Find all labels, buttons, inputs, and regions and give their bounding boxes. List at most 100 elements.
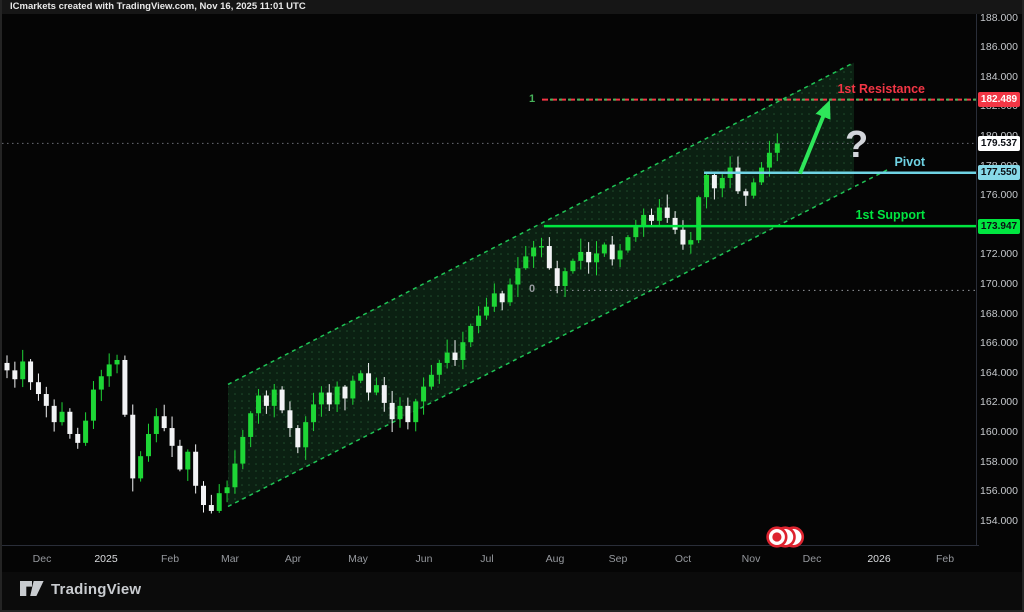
projection-arrow-drawing[interactable] (798, 100, 831, 175)
candle-body (208, 505, 214, 511)
candle-body (20, 361, 26, 380)
candle-body (161, 416, 167, 429)
footer-bar: TradingView (2, 572, 1022, 610)
candle-body (201, 485, 206, 506)
time-axis[interactable]: Dec 2025 Feb Mar Apr May Jun Jul Aug Sep Oct Nov Dec… (2, 545, 979, 572)
candle-body (641, 214, 647, 227)
candle-body (586, 251, 592, 263)
time-tick: 2025 (94, 553, 118, 565)
time-tick: 2026 (867, 553, 891, 565)
candle-body (617, 250, 623, 260)
candle-body (248, 413, 254, 437)
candle-body (507, 284, 513, 303)
candle-body (774, 143, 780, 153)
candle-body (114, 359, 120, 365)
candle-body (554, 268, 560, 286)
price-tag-pivot: 177.550 (978, 165, 1020, 181)
projection-arrow[interactable] (798, 100, 831, 175)
candle-body (138, 456, 144, 479)
candle-body (334, 386, 340, 405)
candle-body (649, 214, 655, 221)
question-mark-annotation[interactable]: ? (845, 124, 868, 166)
price-axis[interactable]: 182.489 177.550 173.947 179.537 188.000 186.0… (976, 14, 1022, 548)
candle-body (28, 361, 34, 383)
candle-body (562, 271, 568, 286)
candle-body (751, 182, 757, 196)
time-tick: Sep (608, 553, 628, 565)
candle-body (428, 374, 434, 387)
candle-body (444, 352, 450, 363)
candle-body (656, 207, 662, 221)
candle-body (711, 174, 717, 189)
candle-body (381, 385, 387, 403)
candle-body (59, 411, 65, 423)
channel-lower-line[interactable] (227, 167, 891, 508)
channel-fill-dots (228, 62, 854, 507)
replay-icon[interactable] (763, 524, 807, 550)
candle-body (145, 433, 151, 457)
candlestick-chart-canvas[interactable]: ? (2, 0, 979, 548)
candle-body (664, 207, 670, 218)
candle-body (523, 256, 529, 269)
chart-title: ICmarkets created with TradingView.com, … (10, 1, 306, 12)
time-tick: Jun (415, 553, 433, 565)
chart-title-bar: ICmarkets created with TradingView.com, … (2, 0, 1022, 14)
candle-body (295, 428, 301, 448)
channel-upper-line[interactable] (227, 61, 855, 386)
candle-body (106, 364, 112, 377)
candle-body (499, 293, 505, 303)
candle-body (735, 167, 741, 192)
candle-body (256, 395, 262, 414)
candle-body (476, 315, 482, 326)
time-tick: Apr (284, 553, 302, 565)
candle-body (719, 177, 725, 189)
price-tick: 170.000 (980, 278, 1018, 290)
price-tick: 186.000 (980, 41, 1018, 54)
candle-body (4, 362, 10, 371)
replay-center-dot (772, 532, 782, 542)
price-tag-1st-resistance: 182.489 (978, 92, 1020, 108)
price-tick: 168.000 (980, 307, 1018, 320)
candle-body (491, 293, 497, 307)
candle-body (468, 325, 474, 343)
tradingview-logo-mark-icon (20, 581, 44, 596)
price-tick: 160.000 (980, 426, 1018, 438)
candle-body (460, 342, 466, 360)
candle-body (594, 253, 599, 263)
candle-body (704, 174, 710, 198)
candle-body (373, 385, 379, 393)
candle-body (358, 373, 364, 381)
candle-body (578, 251, 584, 261)
candle-body (232, 463, 238, 488)
candle-body (570, 260, 576, 272)
time-tick: May (348, 553, 368, 565)
candle-body (83, 420, 89, 443)
candle-body (90, 389, 96, 421)
candle-body (43, 394, 49, 406)
candle-body (766, 152, 772, 168)
price-tick: 158.000 (980, 455, 1018, 468)
candle-body (531, 247, 537, 257)
candle-body (743, 191, 749, 196)
candle-body (51, 405, 57, 423)
candle-body (759, 167, 765, 183)
candle-body (696, 197, 702, 241)
time-tick: Aug (545, 553, 565, 565)
time-tick: Mar (220, 553, 240, 565)
candle-body (224, 487, 230, 494)
candle-body (130, 414, 136, 479)
candle-body (263, 395, 269, 406)
candle-body (177, 445, 183, 470)
time-tick: Nov (741, 553, 761, 565)
price-tick: 166.000 (980, 337, 1018, 350)
candle-body (169, 428, 175, 446)
candle-body (609, 244, 615, 260)
candle-body (397, 405, 403, 420)
candle-body (413, 401, 419, 423)
time-tick: Oct (674, 553, 692, 565)
tradingview-logo[interactable]: TradingView (20, 581, 141, 598)
price-tick: 156.000 (980, 485, 1018, 498)
candle-body (240, 436, 246, 464)
time-tick: Jul (480, 553, 494, 565)
